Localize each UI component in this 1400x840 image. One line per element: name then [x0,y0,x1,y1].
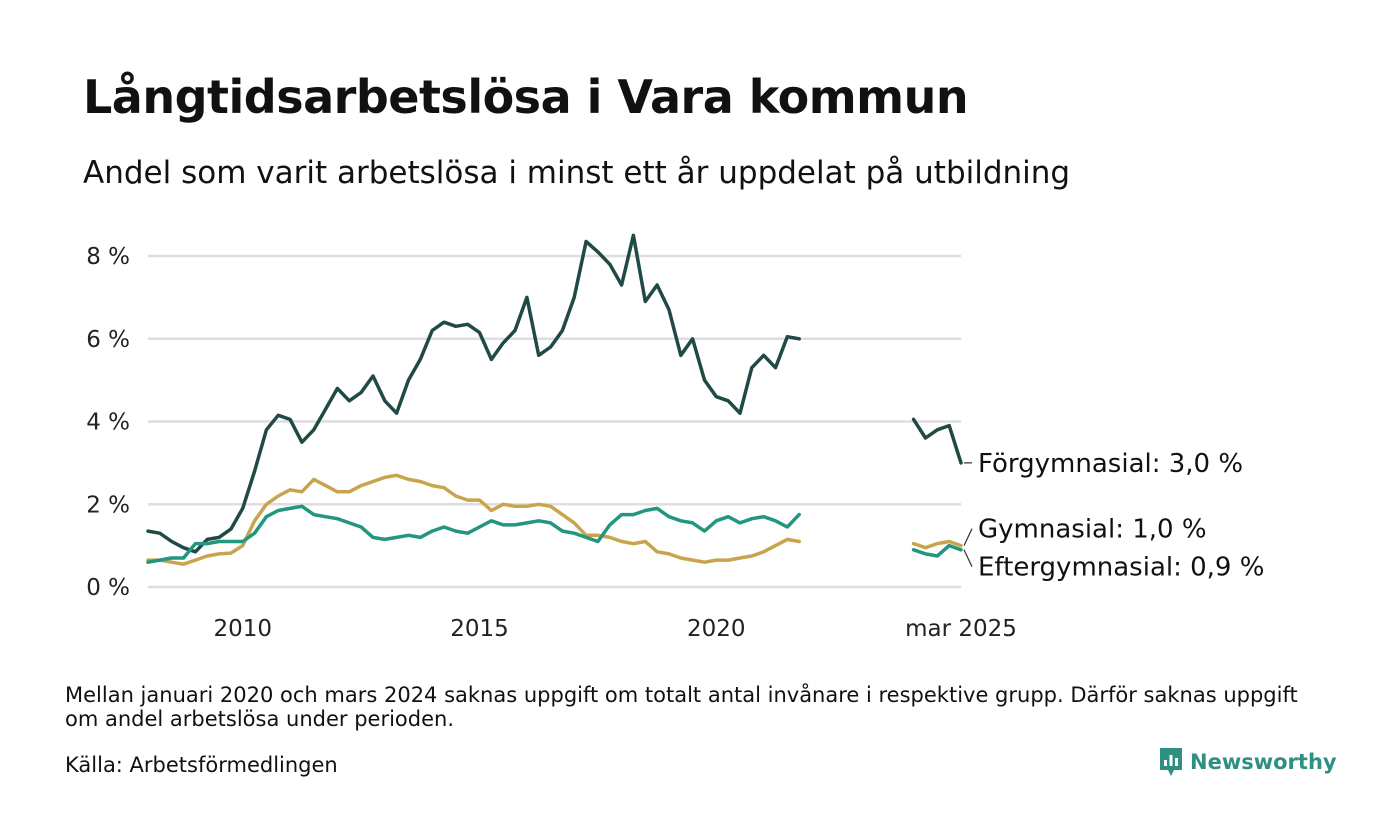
x-tick-label: 2020 [687,616,746,642]
series-end-label: Gymnasial: 1,0 % [978,515,1207,545]
series-eftergymnasial [146,504,963,564]
series-lines [146,233,963,566]
footnote: Mellan januari 2020 och mars 2024 saknas… [65,683,1298,731]
chart-title: Långtidsarbetslösa i Vara kommun [83,70,969,124]
x-tick-label: mar 2025 [905,616,1017,642]
chart-subtitle: Andel som varit arbetslösa i minst ett å… [83,155,1071,191]
series-line [146,233,801,554]
y-tick-label: 6 % [86,327,130,353]
x-tick-label: 2015 [450,616,509,642]
x-tick-label: 2010 [213,616,272,642]
gridlines [148,254,961,589]
label-leader-line [963,549,973,567]
y-tick-label: 2 % [86,492,130,518]
series-line [911,417,963,465]
series-line [911,539,963,550]
y-tick-label: 0 % [86,575,130,601]
brand-name: Newsworthy [1190,750,1337,774]
series-line [146,473,801,566]
series-end-labels: Förgymnasial: 3,0 % Gymnasial: 1,0 % Efter… [963,449,1264,583]
line-chart: 0 % 2 % 4 % 6 % 8 % 2010 2015 2020 mar 2025 För… [86,233,1264,642]
label-leader-line [963,528,973,546]
series-förgymnasial [146,233,963,554]
y-axis-tick-labels: 0 % 2 % 4 % 6 % 8 % [86,244,130,601]
series-gymnasial [146,473,963,566]
series-line [146,504,801,564]
series-end-label: Eftergymnasial: 0,9 % [978,553,1264,583]
y-tick-label: 8 % [86,244,130,270]
x-axis-tick-labels: 2010 2015 2020 mar 2025 [213,616,1016,642]
newsworthy-logo: Newsworthy [1158,746,1337,778]
source-note: Källa: Arbetsförmedlingen [65,753,338,777]
y-tick-label: 4 % [86,410,130,436]
chart-bubble-icon [1160,748,1182,776]
series-end-label: Förgymnasial: 3,0 % [978,449,1243,479]
series-line [911,543,963,558]
